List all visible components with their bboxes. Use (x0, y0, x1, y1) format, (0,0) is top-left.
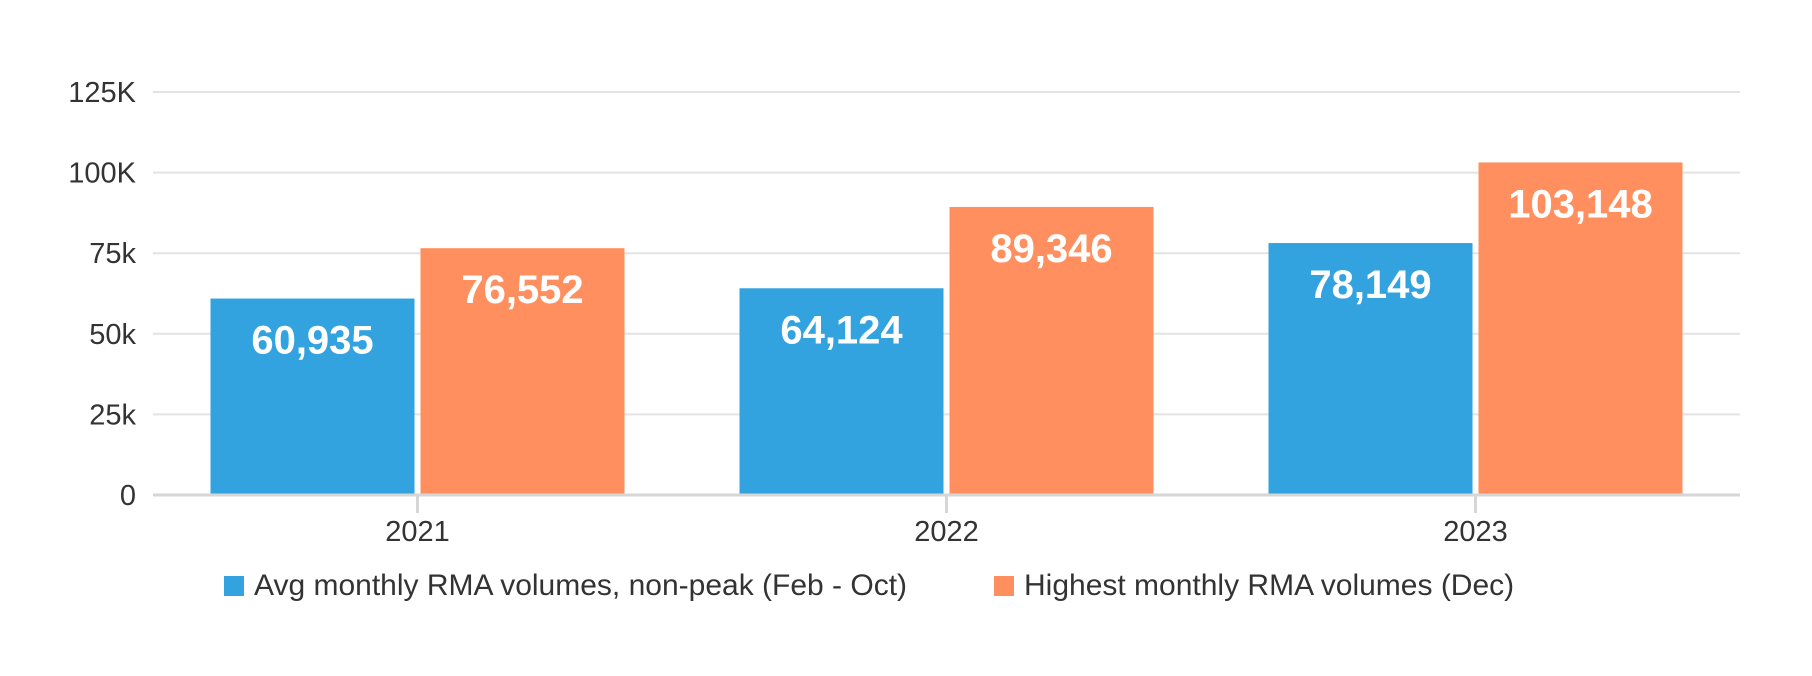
legend: Avg monthly RMA volumes, non-peak (Feb -… (224, 569, 1514, 602)
x-tick-label: 2021 (385, 516, 450, 548)
legend-label: Avg monthly RMA volumes, non-peak (Feb -… (254, 569, 907, 602)
y-tick-label: 50k (89, 319, 136, 351)
bars (210, 162, 1683, 496)
bar (420, 248, 625, 495)
legend-label: Highest monthly RMA volumes (Dec) (1024, 569, 1514, 602)
y-tick-label: 125K (68, 77, 136, 109)
data-label: 103,148 (1508, 182, 1653, 226)
bar (1478, 162, 1683, 495)
y-tick-label: 100K (68, 158, 136, 190)
data-label: 89,346 (990, 227, 1112, 271)
data-label: 64,124 (780, 308, 903, 352)
bar (1268, 243, 1473, 495)
data-label: 60,935 (251, 319, 373, 363)
data-labels: 60,935 76,552 64,124 89,346 78,149 103,148 (251, 182, 1652, 362)
bar (949, 206, 1154, 496)
y-tick-label: 25k (89, 399, 136, 431)
legend-swatch (994, 576, 1014, 596)
data-label: 76,552 (461, 268, 583, 312)
data-label: 78,149 (1309, 263, 1431, 307)
y-tick-label: 75k (89, 238, 136, 270)
x-tick-label: 2022 (914, 516, 979, 548)
bar (210, 298, 415, 495)
legend-swatch (224, 576, 244, 596)
x-axis-ticks: 2021 2022 2023 (385, 495, 1508, 548)
gridlines (153, 91, 1740, 416)
y-axis-ticks: 0 25k 50k 75k 100K 125K (68, 77, 136, 512)
x-tick-label: 2023 (1443, 516, 1508, 548)
bar (739, 288, 944, 495)
y-tick-label: 0 (120, 480, 136, 512)
